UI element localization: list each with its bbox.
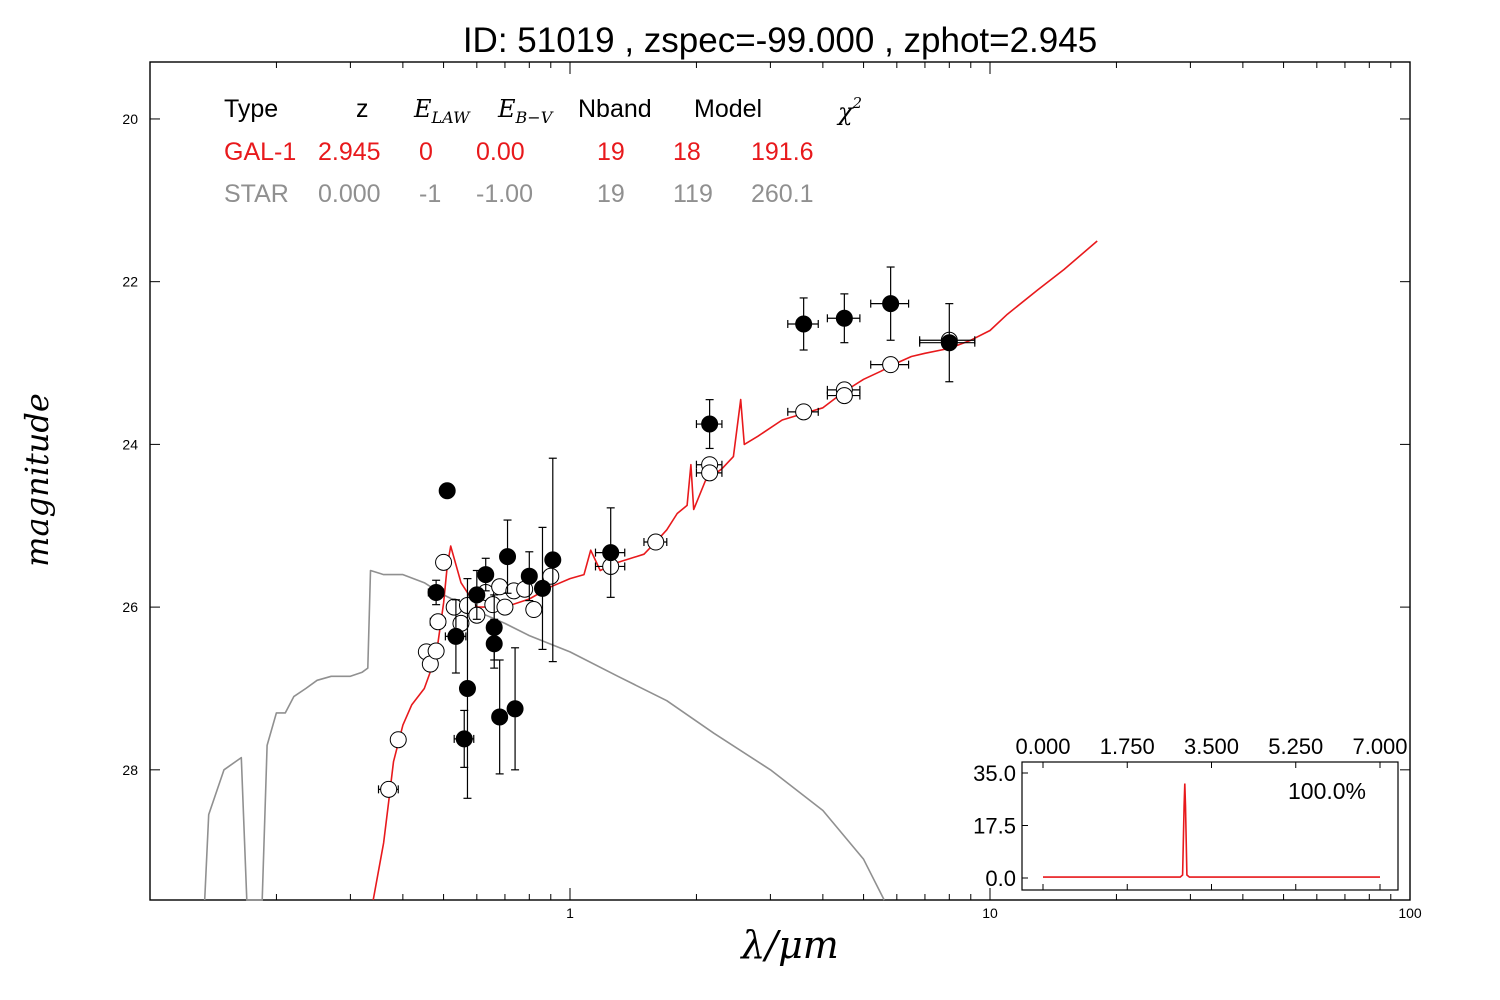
observed-flux-point <box>438 482 456 500</box>
observed-flux-point <box>533 579 551 597</box>
observed-flux-point <box>795 315 813 333</box>
pdz-x-tick-label: 1.750 <box>1100 734 1155 759</box>
table-header-z: z <box>356 95 369 123</box>
table-header-elaw: ELAW <box>413 95 471 127</box>
model-flux-point <box>882 356 900 374</box>
y-tick-label: 28 <box>122 762 138 778</box>
star-row-cell: 119 <box>673 180 713 208</box>
model-flux-point <box>491 578 509 596</box>
pdz-y-tick-label: 0.0 <box>985 866 1016 891</box>
observed-flux-point <box>427 583 445 601</box>
pdz-x-tick-label: 5.250 <box>1268 734 1323 759</box>
observed-flux-point <box>544 551 562 569</box>
pdz-inset: 0.000 1.750 3.500 5.250 7.000 35.0 17.5 0.0 100… <box>973 734 1407 891</box>
observed-flux-point <box>940 334 958 352</box>
star-model-line <box>203 569 885 901</box>
x-tick-label: 1 <box>566 905 574 921</box>
pdz-inset-frame <box>1021 761 1399 891</box>
star-row-cell: -1 <box>419 180 441 208</box>
gal-row-cell: 0.00 <box>476 138 525 166</box>
model-flux-point <box>525 601 543 619</box>
observed-flux-point <box>485 635 503 653</box>
observed-flux-point <box>882 295 900 313</box>
model-flux-point <box>647 533 665 551</box>
y-tick-label: 24 <box>122 436 138 452</box>
gal-row-cell: 19 <box>597 138 625 166</box>
main-plot-frame <box>149 61 1411 901</box>
pdz-probability-label: 100.0% <box>1288 778 1366 804</box>
chart-title: ID: 51019 , zspec=-99.000 , zphot=2.945 <box>463 21 1097 60</box>
observed-photometry-points <box>427 266 976 799</box>
table-header-chi2: χ2 <box>836 94 862 126</box>
x-axis-label: λ/μm <box>739 923 839 967</box>
star-sed-path <box>203 569 885 901</box>
observed-flux-point <box>701 415 719 433</box>
star-row-cell: -1.00 <box>476 180 533 208</box>
model-flux-point <box>835 387 853 405</box>
galaxy-model-line <box>372 240 1098 901</box>
y-tick-label: 22 <box>122 274 138 290</box>
gal-row-cell: 0 <box>419 138 433 166</box>
table-header-model: Model <box>694 95 762 123</box>
table-header-nband: Nband <box>578 95 652 123</box>
model-flux-point <box>795 403 813 421</box>
observed-flux-point <box>835 309 853 327</box>
observed-flux-point <box>447 627 465 645</box>
pdz-curve <box>1043 783 1380 878</box>
observed-flux-point <box>602 544 620 562</box>
star-row-cell: 0.000 <box>318 180 381 208</box>
pdz-x-tick-label: 7.000 <box>1352 734 1407 759</box>
main-axis-ticks: 1 10 100 20 22 24 26 28 <box>122 62 1422 921</box>
observed-flux-point <box>506 700 524 718</box>
gal-sed-path <box>372 240 1098 901</box>
gal-row-cell: 18 <box>673 138 701 166</box>
pdz-x-tick-label: 3.500 <box>1184 734 1239 759</box>
gal-row-cell: 2.945 <box>318 138 381 166</box>
y-axis-label: magnitude <box>18 393 56 567</box>
star-row-cell: 260.1 <box>751 180 814 208</box>
model-flux-point <box>429 613 447 631</box>
pdz-x-tick-label: 0.000 <box>1015 734 1070 759</box>
observed-flux-point <box>491 708 509 726</box>
model-flux-point <box>496 598 514 616</box>
observed-flux-point <box>520 567 538 585</box>
pdz-y-tick-label: 17.5 <box>973 814 1016 839</box>
star-row-cell: 19 <box>597 180 625 208</box>
table-header-ebv: EB−V <box>497 95 554 127</box>
model-flux-point <box>435 553 453 571</box>
model-flux-point <box>701 464 719 482</box>
fit-table: Type z ELAW EB−V Nband Model χ2 GAL-1 2.9… <box>224 94 862 208</box>
gal-row-cell: 191.6 <box>751 138 814 166</box>
model-flux-point <box>427 642 445 660</box>
observed-flux-point <box>455 730 473 748</box>
y-tick-label: 26 <box>122 599 138 615</box>
star-row-cell: STAR <box>224 180 289 208</box>
gal-row-cell: GAL-1 <box>224 138 296 166</box>
table-header-type: Type <box>224 95 278 123</box>
pdz-line <box>1043 783 1380 878</box>
x-tick-label: 100 <box>1398 905 1422 921</box>
pdz-axis-ticks: 0.000 1.750 3.500 5.250 7.000 35.0 17.5 0.0 <box>973 734 1407 891</box>
model-flux-point <box>380 780 398 798</box>
x-tick-label: 10 <box>982 905 998 921</box>
model-flux-point <box>389 731 407 749</box>
observed-flux-point <box>458 679 476 697</box>
pdz-y-tick-label: 35.0 <box>973 761 1016 786</box>
observed-flux-point <box>499 548 517 566</box>
observed-flux-point <box>468 586 486 604</box>
observed-flux-point <box>477 566 495 584</box>
y-tick-label: 20 <box>122 111 138 127</box>
